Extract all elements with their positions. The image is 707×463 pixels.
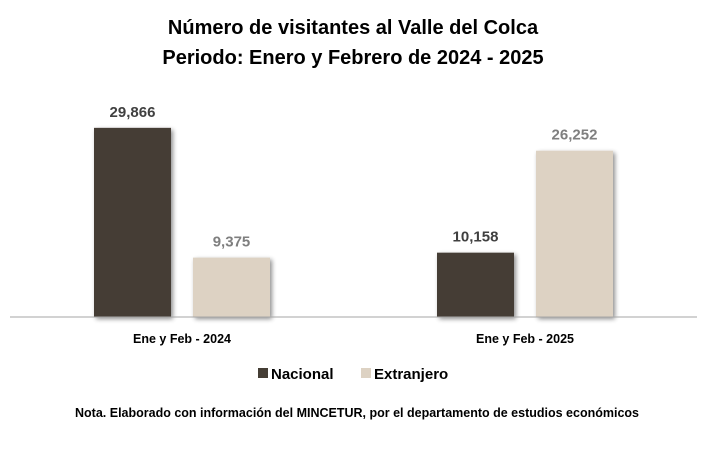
x-tick-label: Ene y Feb - 2024: [133, 332, 231, 346]
data-label-extranjero-1: 9,375: [213, 234, 251, 251]
legend-label-extranjero: Extranjero: [374, 366, 448, 383]
legend: Nacional Extranjero: [258, 366, 448, 383]
legend-swatch-nacional: [258, 368, 268, 378]
data-label-nacional-1: 29,866: [110, 104, 156, 121]
x-axis-ticks: Ene y Feb - 2024 Ene y Feb - 2025: [133, 332, 574, 346]
legend-swatch-extranjero: [361, 368, 371, 378]
bars-layer: 29,866 9,375 10,158 26,252: [94, 104, 613, 317]
bar-extranjero-1: [193, 257, 270, 317]
bar-nacional-2: [437, 252, 514, 317]
chart-subtitle: Periodo: Enero y Febrero de 2024 - 2025: [162, 47, 543, 69]
chart-title: Número de visitantes al Valle del Colca: [168, 17, 539, 39]
source-note: Nota. Elaborado con información del MINC…: [75, 406, 639, 420]
bar-nacional-1: [94, 127, 171, 317]
data-label-extranjero-2: 26,252: [552, 127, 598, 144]
bar-extranjero-2: [536, 150, 613, 317]
data-label-nacional-2: 10,158: [453, 229, 499, 246]
legend-label-nacional: Nacional: [271, 366, 334, 383]
x-tick-label: Ene y Feb - 2025: [476, 332, 574, 346]
